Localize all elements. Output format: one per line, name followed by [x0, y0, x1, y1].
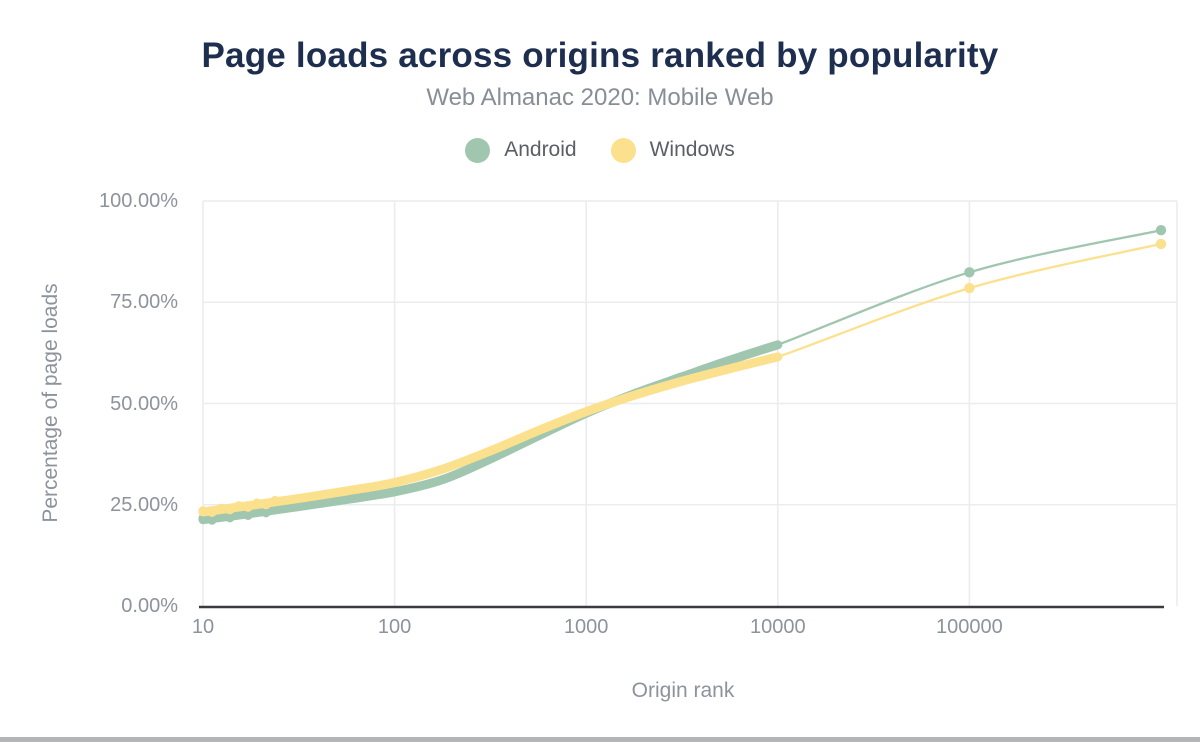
series-band-android[interactable]	[198, 340, 783, 525]
series-marker-windows[interactable]	[964, 282, 975, 294]
series-start-dot-windows	[234, 501, 244, 511]
series-start-dot-windows	[252, 498, 262, 508]
series-start-dot-windows	[216, 503, 226, 513]
android-series-swatch-icon	[465, 137, 491, 163]
y-axis-tick-label: 75.00%	[110, 291, 178, 314]
windows-series-swatch-icon	[610, 137, 636, 163]
legend-item-android[interactable]: Android	[465, 137, 577, 163]
series-start-dot-windows	[225, 505, 235, 515]
series-band-windows[interactable]	[198, 352, 783, 517]
y-axis-tick-label: 25.00%	[110, 493, 178, 516]
x-axis-tick-label: 1000	[563, 616, 609, 638]
y-axis-tick-label: 50.00%	[110, 392, 178, 415]
series-start-dot-windows	[198, 506, 208, 516]
x-axis-tick-label: 10000	[749, 616, 806, 638]
series-start-dot-android	[243, 510, 253, 520]
bottom-border-bar	[0, 737, 1200, 742]
chart-subtitle: Web Almanac 2020: Mobile Web	[426, 84, 774, 111]
series-marker-android[interactable]	[1155, 225, 1167, 236]
chart-title: Page loads across origins ranked by popu…	[201, 36, 999, 75]
legend-label-android: Android	[504, 138, 577, 161]
legend-item-windows[interactable]: Windows	[610, 137, 735, 163]
series-start-dot-android	[261, 508, 271, 518]
y-axis-tick-label: 100.00%	[99, 190, 178, 212]
x-axis-tick-label: 100	[377, 616, 412, 638]
series-start-dot-android	[225, 513, 235, 523]
x-axis-tick-label: 100000	[936, 616, 1003, 638]
x-axis-title: Origin rank	[631, 679, 735, 702]
series-start-dot-windows	[243, 502, 253, 512]
series-start-dot-windows	[261, 500, 271, 510]
series-start-dot-windows	[207, 507, 217, 517]
legend-label-windows: Windows	[649, 138, 735, 161]
legend: Android Windows	[0, 136, 1200, 164]
series-marker-android[interactable]	[964, 267, 975, 278]
series-marker-windows[interactable]	[1155, 238, 1167, 250]
series-start-dot-windows	[270, 495, 280, 506]
y-axis-tick-label: 0.00%	[121, 595, 178, 617]
series-start-dot-android	[207, 515, 217, 525]
x-axis-tick-label: 10	[191, 616, 215, 638]
